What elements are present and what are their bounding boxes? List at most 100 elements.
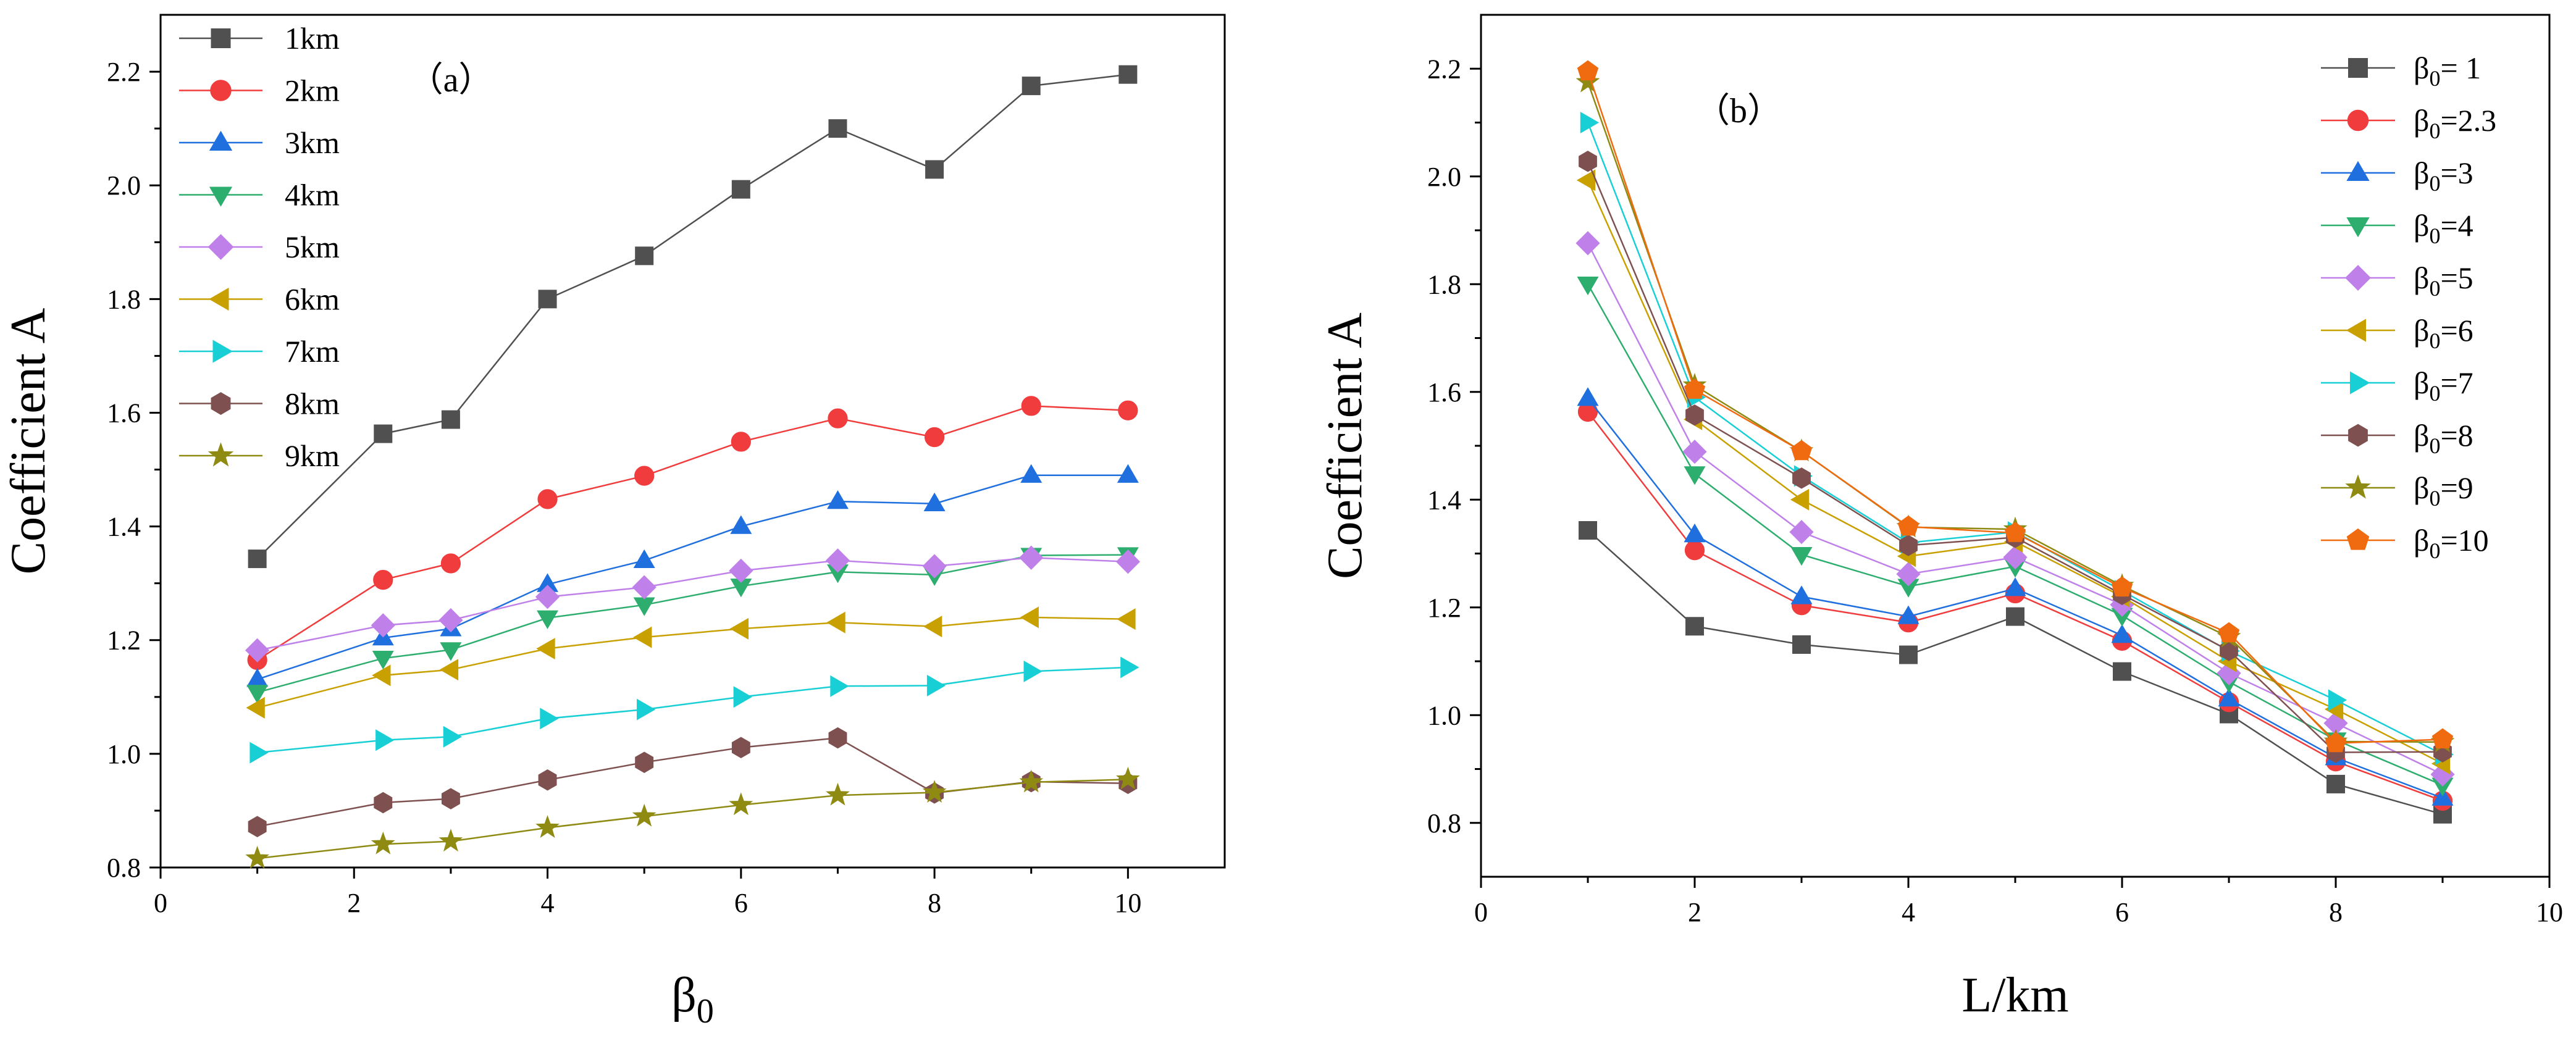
data-point xyxy=(2431,728,2454,749)
data-point xyxy=(535,585,560,609)
series-4 xyxy=(245,545,1141,663)
plot-frame xyxy=(159,14,1226,869)
data-point xyxy=(1580,111,1600,134)
legend-label-subscript: 0 xyxy=(2429,171,2440,196)
x-axis-title-base: β xyxy=(671,968,697,1022)
legend-marker xyxy=(211,392,231,415)
legend-item: 9km xyxy=(179,438,340,473)
x-tick-label: 10 xyxy=(1114,888,1141,918)
data-point xyxy=(2111,624,2133,643)
legend-label-rest: =3 xyxy=(2440,156,2473,190)
legend-marker xyxy=(2345,265,2371,291)
data-point xyxy=(1579,151,1597,172)
legend-item: β0=8 xyxy=(2321,418,2473,458)
data-point xyxy=(536,638,555,660)
data-point xyxy=(1790,585,1813,604)
legend-item: β0=4 xyxy=(2321,208,2473,248)
data-point xyxy=(2218,688,2240,707)
legend-label-rest: = 1 xyxy=(2440,51,2481,85)
legend-item: β0=9 xyxy=(2321,470,2473,511)
data-point xyxy=(2325,732,2347,753)
legend-label-subscript: 0 xyxy=(2429,486,2440,511)
legend-label-subscript: 0 xyxy=(2429,433,2440,458)
data-point xyxy=(1790,440,1813,461)
legend: 1km 2km 3km 4km 5km 6km 7km 8km 9km xyxy=(179,21,340,473)
legend-item: 8km xyxy=(179,387,340,421)
data-point xyxy=(632,803,657,827)
series-line xyxy=(257,616,1128,709)
legend-item: β0=6 xyxy=(2321,313,2473,353)
legend-item: β0=7 xyxy=(2321,366,2473,406)
x-axis-title-subscript: 0 xyxy=(697,992,714,1031)
legend-item: β0= 1 xyxy=(2321,51,2481,91)
legend-marker xyxy=(208,234,234,260)
x-tick-label: 10 xyxy=(2536,897,2563,927)
data-point xyxy=(1020,464,1043,483)
series-9 xyxy=(1577,60,2454,753)
legend-marker xyxy=(2348,58,2368,78)
x-axis-title-base: L/km xyxy=(1961,968,2068,1022)
data-point xyxy=(632,575,657,600)
data-point xyxy=(538,769,557,791)
legend-label: β0=4 xyxy=(2414,208,2473,248)
data-point xyxy=(1899,535,1918,556)
data-point xyxy=(246,696,265,719)
data-point xyxy=(440,553,461,574)
data-point xyxy=(373,570,393,590)
data-point xyxy=(1792,467,1811,489)
legend-label-rest: =5 xyxy=(2440,261,2473,295)
data-point xyxy=(1117,608,1136,630)
legend-label: β0=9 xyxy=(2414,470,2473,511)
y-axis-title: Coefficient A xyxy=(1318,312,1372,579)
legend-item: 4km xyxy=(179,178,340,212)
data-point xyxy=(2004,577,2026,596)
y-tick-label: 0.8 xyxy=(1427,808,1461,838)
series-line xyxy=(257,554,1128,693)
y-tick-label: 1.8 xyxy=(107,284,141,314)
legend-label-subscript: 0 xyxy=(2429,538,2440,563)
data-point xyxy=(1576,169,1596,191)
legend-label: 1km xyxy=(285,21,340,56)
legend-label-rest: =7 xyxy=(2440,366,2473,400)
data-point xyxy=(440,642,462,661)
data-point xyxy=(635,751,654,773)
data-point xyxy=(1899,645,1918,664)
data-point xyxy=(1020,606,1039,629)
data-point xyxy=(248,550,267,569)
legend-label: β0= 1 xyxy=(2414,51,2481,91)
data-point xyxy=(729,617,749,640)
data-point xyxy=(540,708,559,730)
series-6 xyxy=(250,656,1139,764)
data-point xyxy=(733,686,752,708)
series-line xyxy=(257,556,1128,651)
legend-label: 9km xyxy=(285,438,340,473)
x-tick-label: 0 xyxy=(154,888,167,918)
data-point xyxy=(374,792,393,814)
legend-label: 2km xyxy=(285,73,340,108)
data-point xyxy=(825,548,850,573)
y-tick-label: 1.0 xyxy=(1427,700,1461,730)
legend: β0= 1β0=2.3β0=3β0=4β0=5β0=6β0=7β0=8β0=9β… xyxy=(2321,51,2496,563)
x-axis-title: L/km xyxy=(1961,968,2068,1022)
legend-item: β0=10 xyxy=(2321,523,2489,563)
panel-label: （b） xyxy=(1695,92,1782,130)
legend-label-base: β xyxy=(2414,51,2429,85)
data-point xyxy=(1117,464,1139,483)
data-point xyxy=(826,611,845,633)
x-tick-label: 6 xyxy=(2115,897,2129,927)
data-point xyxy=(246,685,269,704)
data-point xyxy=(443,725,463,748)
legend-item: 5km xyxy=(179,230,340,264)
data-point xyxy=(1577,387,1599,406)
series-7 xyxy=(1579,151,2452,763)
data-point xyxy=(633,549,655,568)
legend-label-base: β xyxy=(2414,208,2429,243)
chart-panel-0: 0 2 4 6 8 10 0.8 1.0 1.2 1.4 1.6 1.8 2.0 2.2 Coefficie… xyxy=(1,14,1226,1031)
y-tick-label: 1.4 xyxy=(1427,485,1461,515)
data-point xyxy=(537,489,558,509)
chart-panel-1: 0 2 4 6 8 10 0.8 1.0 1.2 1.4 1.6 1.8 2.0 2.2 Coefficie… xyxy=(1318,14,2563,1022)
legend-label-rest: =10 xyxy=(2440,523,2488,558)
legend-marker xyxy=(2346,319,2366,342)
data-point xyxy=(538,290,557,309)
legend-label-subscript: 0 xyxy=(2429,66,2440,91)
